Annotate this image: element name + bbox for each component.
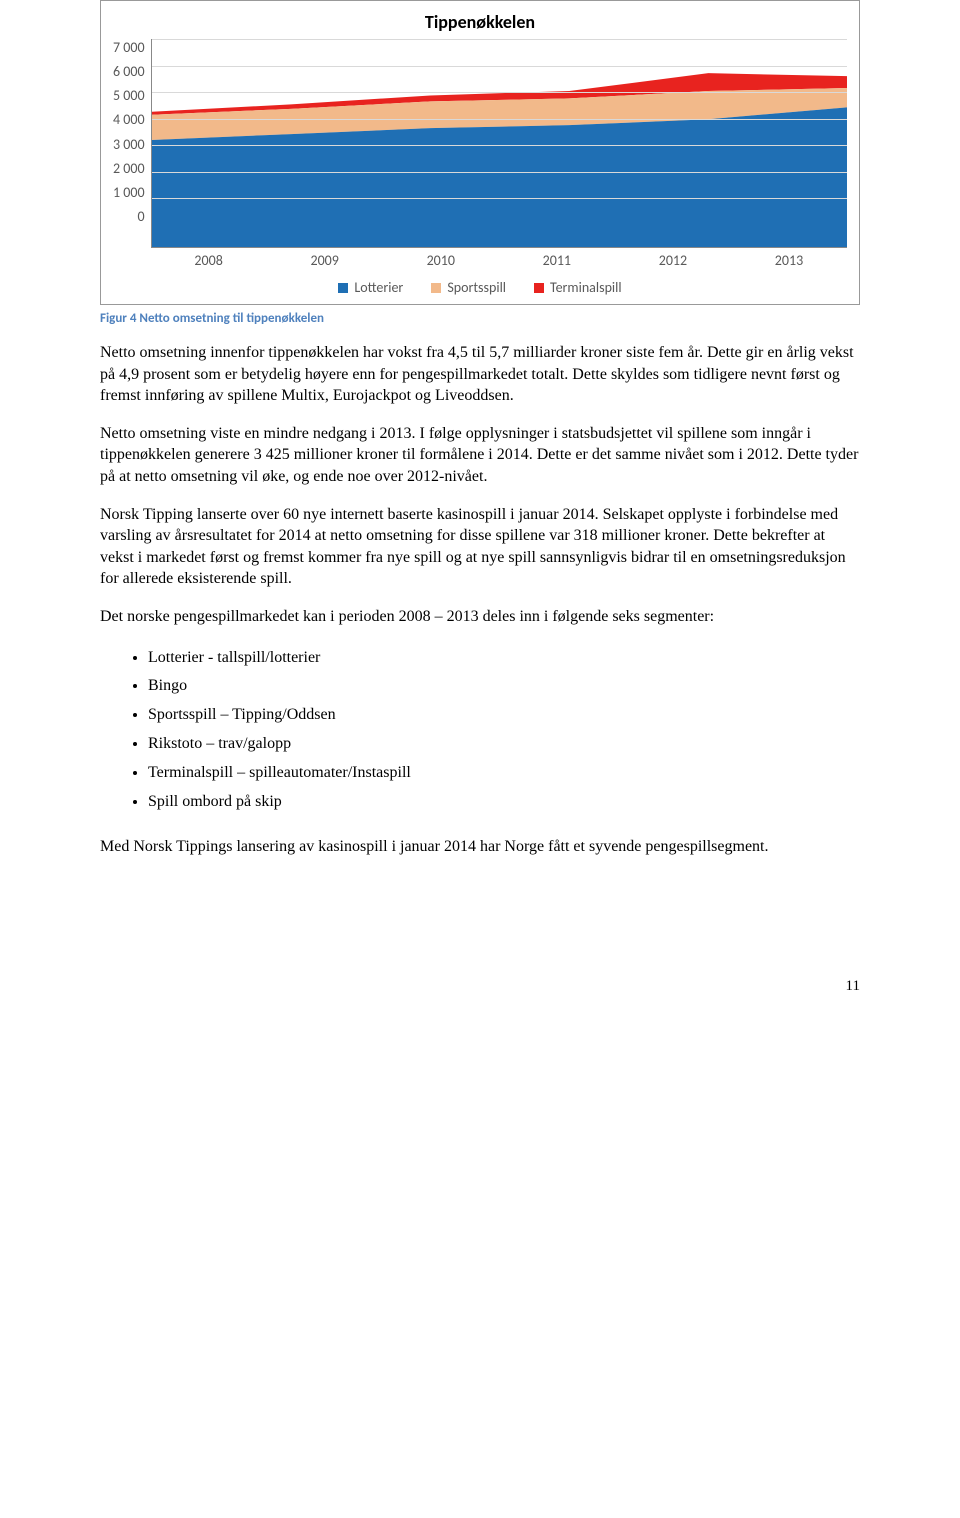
- x-tick-label: 2011: [499, 252, 615, 269]
- chart-body: 7 000 6 000 5 000 4 000 3 000 2 000 1 000 0 200…: [113, 39, 847, 269]
- chart-x-axis: 200820092010201120122013: [151, 248, 847, 269]
- list-item: Terminalspill – spilleautomater/Instaspi…: [148, 759, 860, 788]
- legend-swatch: [534, 283, 544, 293]
- legend-item: Sportsspill: [431, 279, 506, 296]
- paragraph-4: Det norske pengespillmarkedet kan i peri…: [100, 606, 860, 628]
- y-tick-label: 3 000: [113, 136, 145, 153]
- list-item: Bingo: [148, 672, 860, 701]
- x-tick-label: 2008: [151, 252, 267, 269]
- legend-swatch: [338, 283, 348, 293]
- y-tick-label: 0: [137, 208, 144, 225]
- page-number: 11: [100, 978, 860, 995]
- x-tick-label: 2009: [267, 252, 383, 269]
- gridline: [152, 39, 847, 40]
- paragraph-3: Norsk Tipping lanserte over 60 nye inter…: [100, 504, 860, 590]
- y-tick-label: 2 000: [113, 160, 145, 177]
- segment-list: Lotterier - tallspill/lotterier Bingo Sp…: [148, 644, 860, 817]
- legend-label: Lotterier: [354, 279, 403, 296]
- paragraph-1: Netto omsetning innenfor tippenøkkelen h…: [100, 342, 860, 407]
- chart-plot-area: [151, 39, 847, 248]
- chart-y-axis: 7 000 6 000 5 000 4 000 3 000 2 000 1 000 0: [113, 39, 151, 225]
- chart-title: Tippenøkkelen: [113, 11, 847, 33]
- x-tick-label: 2010: [383, 252, 499, 269]
- y-tick-label: 6 000: [113, 63, 145, 80]
- chart-svg: [152, 39, 847, 247]
- y-tick-label: 7 000: [113, 39, 145, 56]
- legend-item: Lotterier: [338, 279, 403, 296]
- chart-legend: Lotterier Sportsspill Terminalspill: [113, 279, 847, 296]
- list-item: Lotterier - tallspill/lotterier: [148, 644, 860, 673]
- gridline: [152, 145, 847, 146]
- y-tick-label: 1 000: [113, 184, 145, 201]
- figure-caption: Figur 4 Netto omsetning til tippenøkkele…: [100, 311, 860, 326]
- y-tick-label: 5 000: [113, 87, 145, 104]
- list-item: Sportsspill – Tipping/Oddsen: [148, 701, 860, 730]
- list-item: Spill ombord på skip: [148, 788, 860, 817]
- legend-label: Terminalspill: [550, 279, 622, 296]
- chart-container: Tippenøkkelen 7 000 6 000 5 000 4 000 3 000 2…: [100, 0, 860, 305]
- gridline: [152, 66, 847, 67]
- legend-label: Sportsspill: [447, 279, 506, 296]
- y-tick-label: 4 000: [113, 111, 145, 128]
- gridline: [152, 198, 847, 199]
- paragraph-2: Netto omsetning viste en mindre nedgang …: [100, 423, 860, 488]
- gridline: [152, 172, 847, 173]
- list-item: Rikstoto – trav/galopp: [148, 730, 860, 759]
- gridline: [152, 92, 847, 93]
- legend-swatch: [431, 283, 441, 293]
- paragraph-5: Med Norsk Tippings lansering av kasinosp…: [100, 836, 860, 858]
- x-tick-label: 2012: [615, 252, 731, 269]
- gridline: [152, 119, 847, 120]
- legend-item: Terminalspill: [534, 279, 622, 296]
- x-tick-label: 2013: [731, 252, 847, 269]
- chart-plot-wrap: 200820092010201120122013: [151, 39, 847, 269]
